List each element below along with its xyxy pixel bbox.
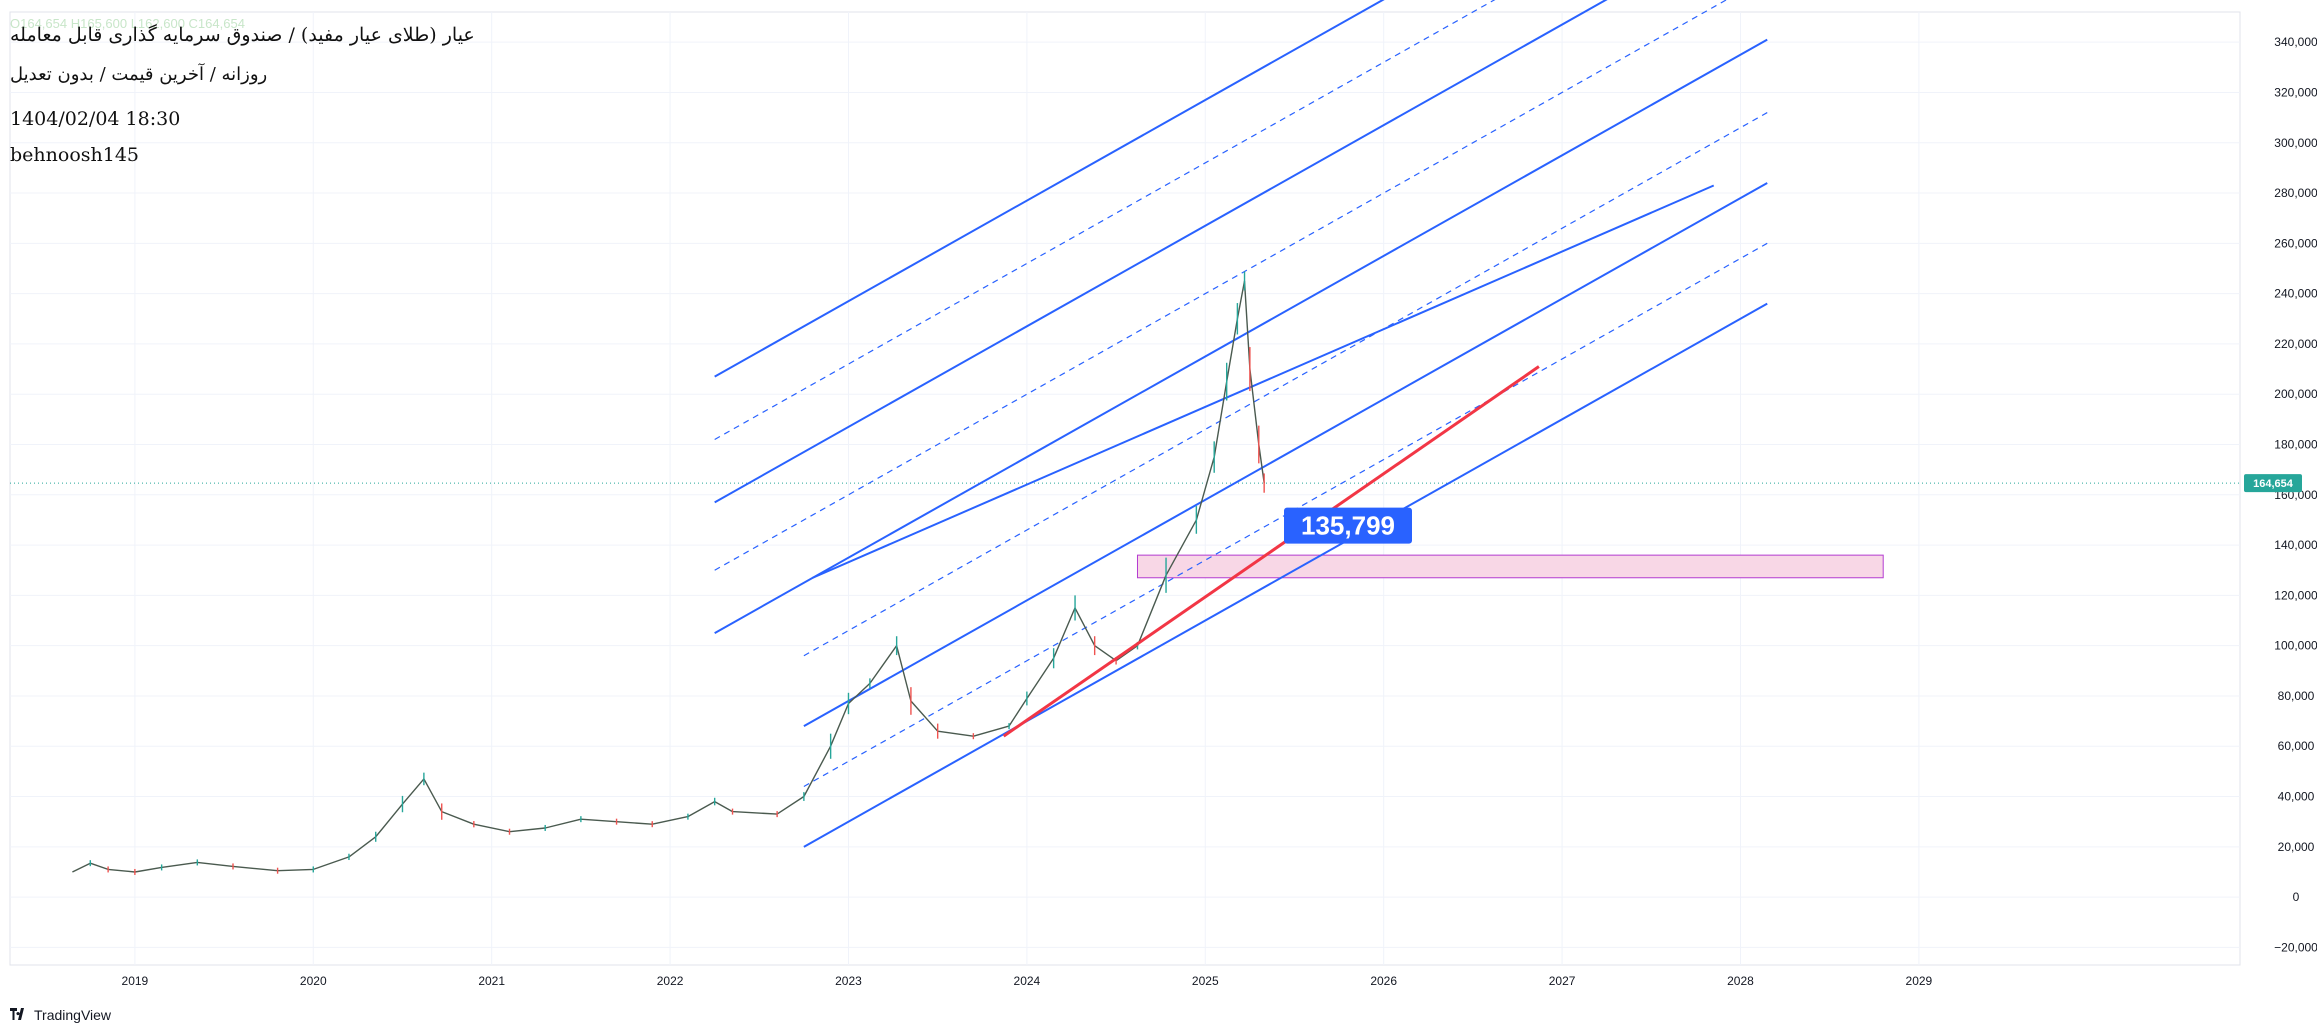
last-price-badge (2244, 474, 2302, 493)
channel-line-dashed (714, 0, 1496, 440)
y-tick-label: 240,000 (2274, 287, 2317, 301)
x-tick-label: 2027 (1549, 974, 1576, 988)
last-price-label: 164,654 (2253, 478, 2294, 490)
channel-line-solid (714, 0, 1385, 378)
channel-line-solid (803, 302, 1768, 848)
x-tick-label: 2024 (1014, 974, 1041, 988)
y-tick-label: 280,000 (2274, 186, 2317, 200)
x-tick-label: 2019 (122, 974, 149, 988)
y-tick-label: 20,000 (2278, 840, 2315, 854)
tradingview-logo-icon (10, 1007, 28, 1023)
y-tick-label: 120,000 (2274, 588, 2317, 602)
y-tick-label: 140,000 (2274, 538, 2317, 552)
author-name: behnoosh145 (10, 144, 140, 166)
y-tick-label: 260,000 (2274, 236, 2317, 250)
y-tick-label: 80,000 (2278, 689, 2315, 703)
x-tick-label: 2020 (300, 974, 327, 988)
y-tick-label: 0 (2293, 890, 2300, 904)
x-tick-label: 2029 (1906, 974, 1933, 988)
y-tick-label: 100,000 (2274, 639, 2317, 653)
symbol-title: عیار (طلای عیار مفید) / صندوق سرمایه گذا… (10, 24, 475, 46)
trend-line (1002, 365, 1540, 738)
x-tick-label: 2025 (1192, 974, 1219, 988)
snapshot-datetime: 1404/02/04 18:30 (10, 108, 181, 130)
y-tick-label: 220,000 (2274, 337, 2317, 351)
y-tick-label: −20,000 (2274, 940, 2317, 954)
y-tick-label: 60,000 (2278, 739, 2315, 753)
y-tick-label: 340,000 (2274, 35, 2317, 49)
y-tick-label: 300,000 (2274, 136, 2317, 150)
channel-line-solid (714, 38, 1768, 634)
channel-line-solid (714, 0, 1608, 504)
channel-line-dashed (803, 112, 1768, 657)
support-zone (1136, 554, 1884, 579)
callout-box (1284, 507, 1412, 544)
x-tick-label: 2028 (1727, 974, 1754, 988)
callout-label: 135,799 (1301, 511, 1395, 541)
chart-settings-label: روزانه / آخرین قیمت / بدون تعدیل (10, 64, 268, 85)
x-tick-label: 2021 (478, 974, 505, 988)
y-tick-label: 320,000 (2274, 85, 2317, 99)
tradingview-brand[interactable]: TradingView (10, 1007, 111, 1023)
channel-line-dashed (714, 0, 1728, 571)
plot-frame (9, 11, 2241, 966)
ohlc-readout: O164,654 H165,600 L162,600 C164,654 (10, 16, 245, 31)
channel-line-solid (812, 184, 1715, 579)
x-tick-label: 2022 (657, 974, 684, 988)
x-tick-label: 2026 (1370, 974, 1397, 988)
y-tick-label: 180,000 (2274, 437, 2317, 451)
x-tick-label: 2023 (835, 974, 862, 988)
y-tick-label: 40,000 (2278, 790, 2315, 804)
channel-line-solid (803, 182, 1768, 727)
price-series-line (72, 280, 1265, 873)
y-tick-label: 200,000 (2274, 387, 2317, 401)
brand-label: TradingView (34, 1007, 112, 1023)
